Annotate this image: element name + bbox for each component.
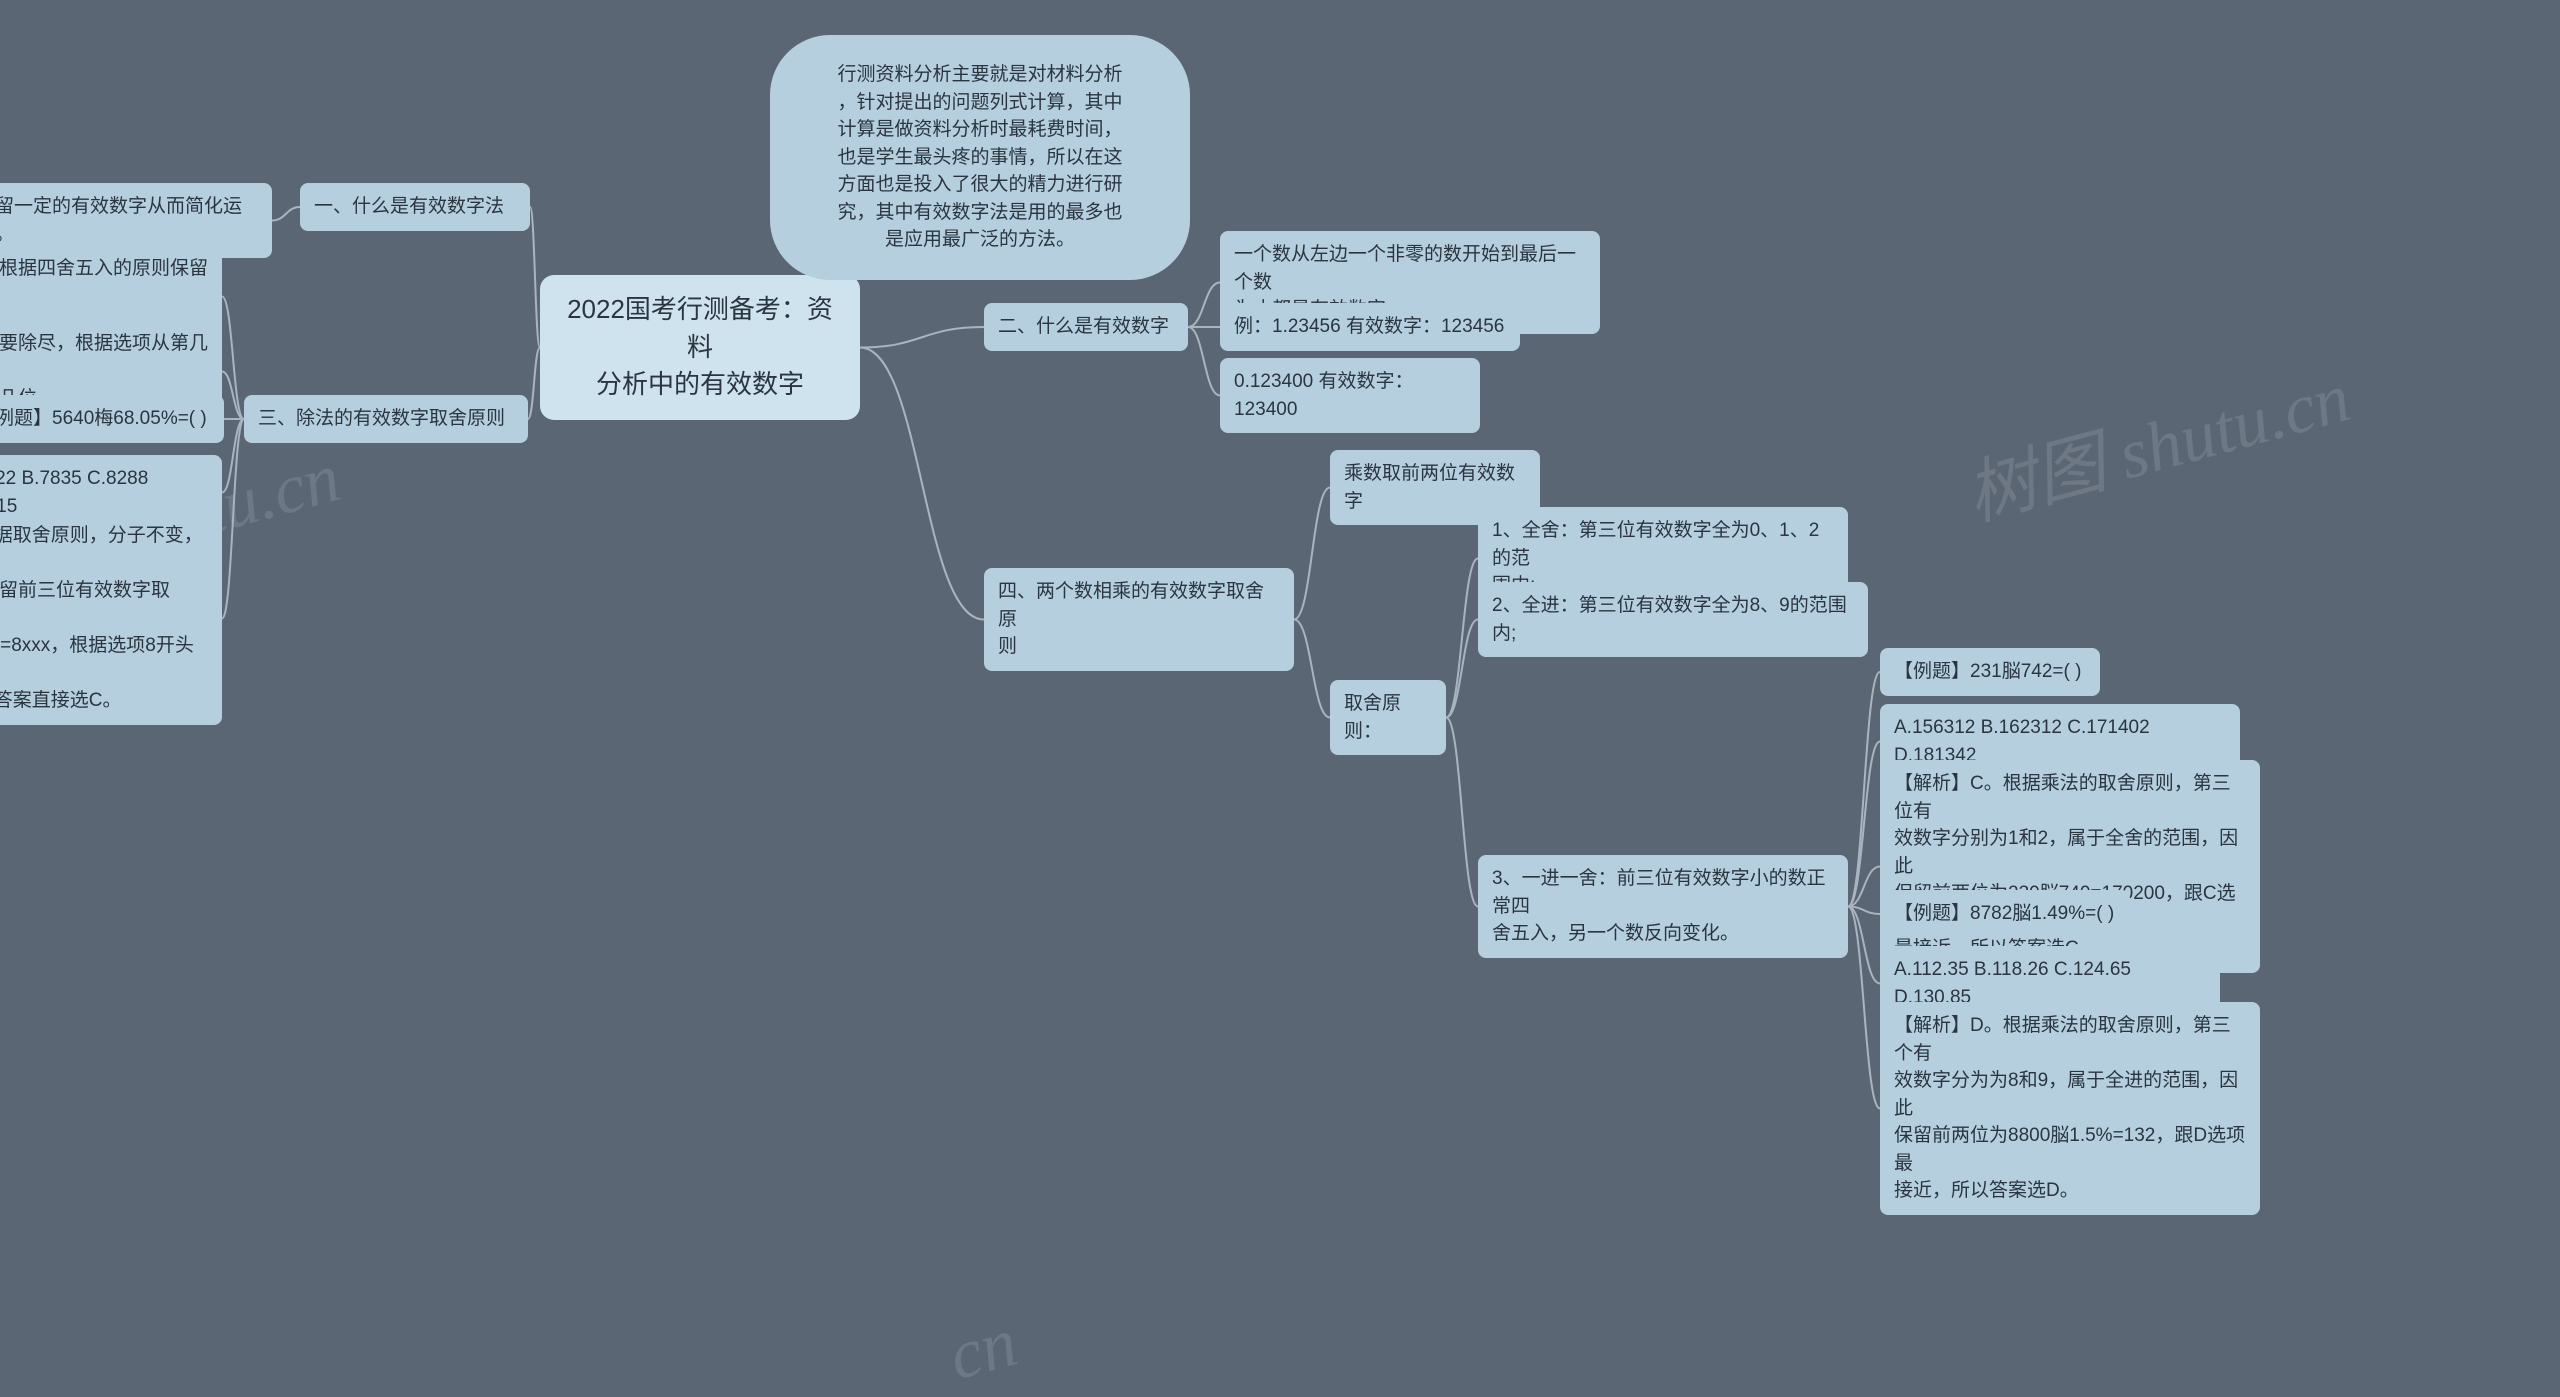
leaf-node[interactable]: 3、一进一舍：前三位有效数字小的数正常四 舍五入，另一个数反向变化。 — [1478, 855, 1848, 958]
branch-1[interactable]: 一、什么是有效数字法 — [300, 183, 530, 231]
sub-node[interactable]: 取舍原则： — [1330, 680, 1446, 755]
leaf-node[interactable]: 【解析】C。根据取舍原则，分子不变，分母 根据四舍五入保留前三位有效数字取68.… — [0, 512, 222, 725]
leaf-node[interactable]: 【例题】8782脳1.49%=( ) — [1880, 890, 2130, 938]
leaf-node[interactable]: 【例题】231脳742=( ) — [1880, 648, 2100, 696]
intro-bubble[interactable]: 行测资料分析主要就是对材料分析 ，针对提出的问题列式计算，其中 计算是做资料分析… — [770, 35, 1190, 280]
root-node[interactable]: 2022国考行测备考：资料 分析中的有效数字 — [540, 275, 860, 420]
branch-3[interactable]: 三、除法的有效数字取舍原则 — [244, 395, 528, 443]
leaf-node[interactable]: 【例题】5640梅68.05%=( ) — [0, 395, 224, 443]
leaf-node[interactable]: 【解析】D。根据乘法的取舍原则，第三个有 效数字分为为8和9，属于全进的范围，因… — [1880, 1002, 2260, 1215]
leaf-node[interactable]: 【解析】C。根据乘法的取舍原则，第三位有 效数字分别为1和2，属于全舍的范围，因… — [1880, 760, 2260, 973]
branch-2[interactable]: 二、什么是有效数字 — [984, 303, 1188, 351]
leaf-node[interactable]: 0.123400 有效数字：123400 — [1220, 358, 1480, 433]
leaf-node[interactable]: 例：1.23456 有效数字：123456 — [1220, 303, 1520, 351]
branch-4[interactable]: 四、两个数相乘的有效数字取舍原 则 — [984, 568, 1294, 671]
leaf-node[interactable]: 2、全进：第三位有效数字全为8、9的范围内; — [1478, 582, 1868, 657]
